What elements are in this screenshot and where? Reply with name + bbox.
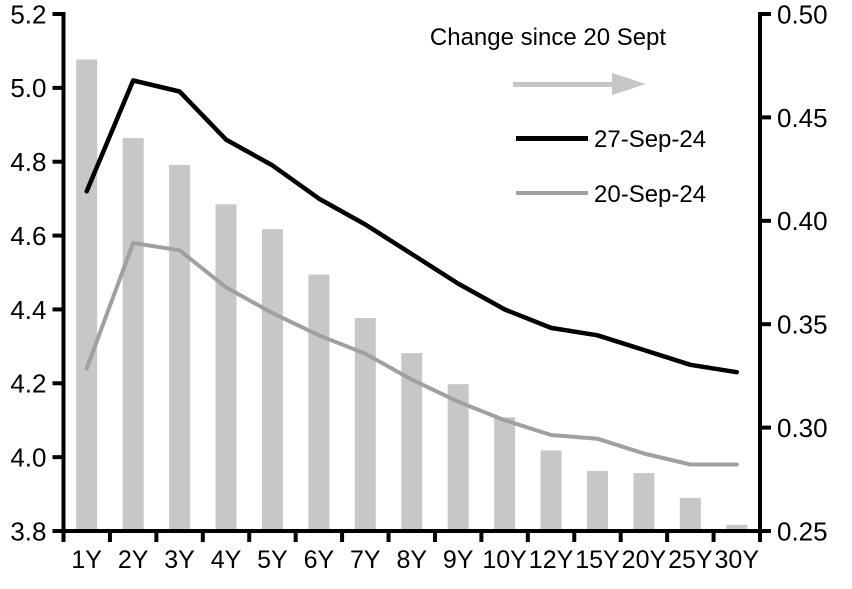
left-tick-label: 4.4: [10, 295, 46, 325]
left-tick-label: 3.8: [10, 516, 46, 546]
legend-title: Change since 20 Sept: [429, 24, 667, 51]
bar-25Y: [679, 497, 701, 531]
left-tick-label: 5.0: [10, 73, 46, 103]
left-tick-label: 4.0: [10, 443, 46, 473]
legend-label-27-sep: 27-Sep-24: [594, 126, 707, 153]
line-series-27-Sep-24: [84, 78, 740, 375]
x-tick-label-30Y: 30Y: [715, 546, 760, 574]
bar-30Y: [726, 524, 748, 531]
bar-8Y: [401, 353, 423, 531]
bar-10Y: [494, 417, 516, 531]
x-tick-label-6Y: 6Y: [304, 546, 335, 574]
bar-1Y: [76, 59, 98, 531]
bar-20Y: [633, 473, 655, 531]
x-tick-label-15Y: 15Y: [575, 546, 620, 574]
axes: [61, 12, 762, 533]
right-tick-label: 0.30: [777, 413, 828, 443]
left-axis-labels: 5.2 5.0 4.8 4.6 4.4 4.2 4.0 3.8: [10, 0, 64, 546]
left-tick-label: 4.8: [10, 147, 46, 177]
x-tick-label-25Y: 25Y: [668, 546, 713, 574]
bar-5Y: [261, 229, 283, 531]
bar-12Y: [540, 450, 562, 531]
right-tick-label: 0.50: [777, 0, 828, 29]
bar-15Y: [586, 471, 608, 531]
bar-9Y: [447, 384, 469, 531]
x-tick-label-12Y: 12Y: [529, 546, 574, 574]
x-tick-label-8Y: 8Y: [396, 546, 427, 574]
x-tick-label-2Y: 2Y: [118, 546, 149, 574]
left-tick-label: 4.6: [10, 221, 46, 251]
x-tick-label-7Y: 7Y: [350, 546, 381, 574]
right-arrow-head-icon: [612, 73, 646, 95]
left-tick-label: 5.2: [10, 0, 46, 29]
x-tick-label-9Y: 9Y: [443, 546, 474, 574]
x-tick-label-3Y: 3Y: [164, 546, 195, 574]
x-tick-label-5Y: 5Y: [257, 546, 288, 574]
legend-swatch-20-sep: [516, 191, 588, 195]
x-tick-label-10Y: 10Y: [482, 546, 527, 574]
bar-4Y: [215, 204, 237, 532]
x-tick-label-20Y: 20Y: [622, 546, 667, 574]
right-tick-label: 0.35: [777, 310, 828, 340]
right-arrow-icon: [513, 82, 614, 87]
right-tick-label: 0.45: [777, 103, 828, 133]
bar-3Y: [169, 164, 191, 532]
x-axis-labels: 1Y 2Y 3Y 4Y 5Y 6Y 7Y 8Y 9Y 10Y 12Y 15Y 20Y 25Y 30Y: [61, 531, 762, 574]
left-tick-label: 4.2: [10, 369, 46, 399]
bar-7Y: [354, 317, 376, 531]
right-tick-label: 0.25: [777, 516, 828, 546]
line-series-20-Sep-24: [84, 241, 739, 467]
right-axis-labels: 0.50 0.45 0.40 0.35 0.30 0.25: [760, 0, 828, 546]
x-tick-label-4Y: 4Y: [211, 546, 242, 574]
bar-6Y: [308, 274, 330, 531]
bar-2Y: [122, 138, 144, 531]
right-tick-label: 0.40: [777, 206, 828, 236]
legend-swatch-27-sep: [516, 136, 588, 141]
x-tick-label-1Y: 1Y: [71, 546, 102, 574]
bar-series-change: [76, 59, 748, 532]
legend-label-20-sep: 20-Sep-24: [594, 181, 707, 208]
